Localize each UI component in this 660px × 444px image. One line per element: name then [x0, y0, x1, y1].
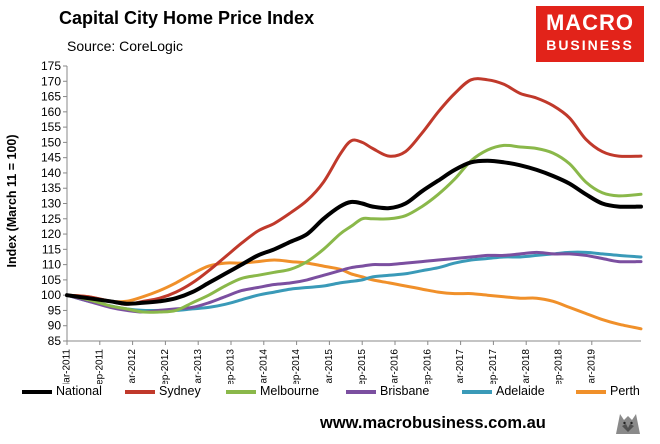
x-tick-label: Sep-2015 [357, 349, 368, 384]
y-tick-label: 125 [41, 212, 61, 226]
x-tick-label: Sep-2014 [291, 349, 302, 384]
series-line-sydney [65, 77, 643, 306]
y-tick-label: 165 [41, 90, 61, 104]
y-tick-label: 105 [41, 273, 61, 287]
y-tick-label: 95 [48, 303, 62, 317]
legend-item-sydney: Sydney [125, 384, 201, 400]
series-line-melbourne [65, 143, 643, 314]
x-tick-label: Mar-2011 [62, 349, 73, 384]
y-tick-label: 175 [41, 59, 61, 73]
legend-label: Perth [610, 384, 640, 398]
x-tick-label: Mar-2013 [193, 349, 204, 384]
logo-line-2: BUSINESS [546, 37, 634, 53]
x-tick-label: Mar-2012 [127, 349, 138, 384]
x-tick-label: Mar-2017 [455, 349, 466, 384]
y-tick-label: 130 [41, 197, 61, 211]
line-chart: 8590951001051101151201251301351401451501… [5, 59, 643, 384]
y-tick-label: 135 [41, 181, 61, 195]
y-tick-label: 85 [48, 334, 62, 348]
y-tick-label: 145 [41, 151, 61, 165]
chart-source: Source: CoreLogic [67, 38, 183, 54]
logo-line-1: MACRO [545, 10, 635, 35]
legend-swatch [125, 389, 155, 394]
legend-label: Brisbane [380, 384, 430, 398]
x-tick-label: Mar-2015 [324, 349, 335, 384]
legend-item-adelaide: Adelaide [462, 384, 545, 400]
legend-label: Sydney [159, 384, 201, 398]
x-tick-label: Sep-2013 [226, 349, 237, 384]
legend-item-national: National [22, 384, 102, 400]
series-line-brisbane [65, 250, 643, 314]
legend-item-melbourne: Melbourne [226, 384, 319, 400]
y-tick-label: 110 [42, 258, 61, 272]
legend-swatch [226, 389, 256, 394]
legend-swatch [576, 389, 606, 394]
x-tick-label: Mar-2019 [586, 349, 597, 384]
x-tick-label: Sep-2016 [422, 349, 433, 384]
macrobusiness-logo: MACRO BUSINESS [536, 6, 644, 62]
y-tick-label: 160 [41, 105, 61, 119]
x-tick-label: Sep-2018 [554, 349, 565, 384]
wolf-logo-icon [612, 406, 644, 438]
legend-swatch [22, 389, 52, 394]
legend-label: Melbourne [260, 384, 320, 398]
legend-swatch [462, 389, 492, 394]
x-tick-label: Mar-2014 [258, 349, 269, 384]
legend-swatch [346, 389, 376, 394]
chart-ticks: 8590951001051101151201251301351401451501… [41, 59, 597, 384]
legend-label: National [56, 384, 102, 398]
footer-url[interactable]: www.macrobusiness.com.au [320, 414, 546, 432]
y-tick-label: 120 [41, 227, 61, 241]
y-tick-label: 115 [42, 242, 61, 256]
y-tick-label: 140 [41, 166, 61, 180]
y-tick-label: 170 [41, 74, 61, 88]
series-line-perth [65, 258, 643, 331]
x-tick-label: Sep-2011 [94, 349, 105, 384]
y-tick-label: 100 [41, 288, 61, 302]
x-tick-label: Mar-2016 [390, 349, 401, 384]
series-line-national [65, 158, 643, 306]
y-tick-label: 90 [48, 319, 62, 333]
y-tick-label: 155 [41, 120, 61, 134]
x-tick-label: Mar-2018 [521, 349, 532, 384]
chart-legend: National Sydney Melbourne Brisbane Adelaide P… [14, 384, 654, 400]
legend-label: Adelaide [496, 384, 545, 398]
legend-item-perth: Perth [576, 384, 640, 400]
chart-series [65, 77, 643, 331]
y-axis-label: Index (March 11 = 100) [5, 134, 19, 267]
x-tick-label: Sep-2012 [160, 349, 171, 384]
legend-item-brisbane: Brisbane [346, 384, 429, 400]
chart-title: Capital City Home Price Index [59, 8, 315, 28]
y-tick-label: 150 [41, 135, 61, 149]
x-tick-label: Sep-2017 [488, 349, 499, 384]
